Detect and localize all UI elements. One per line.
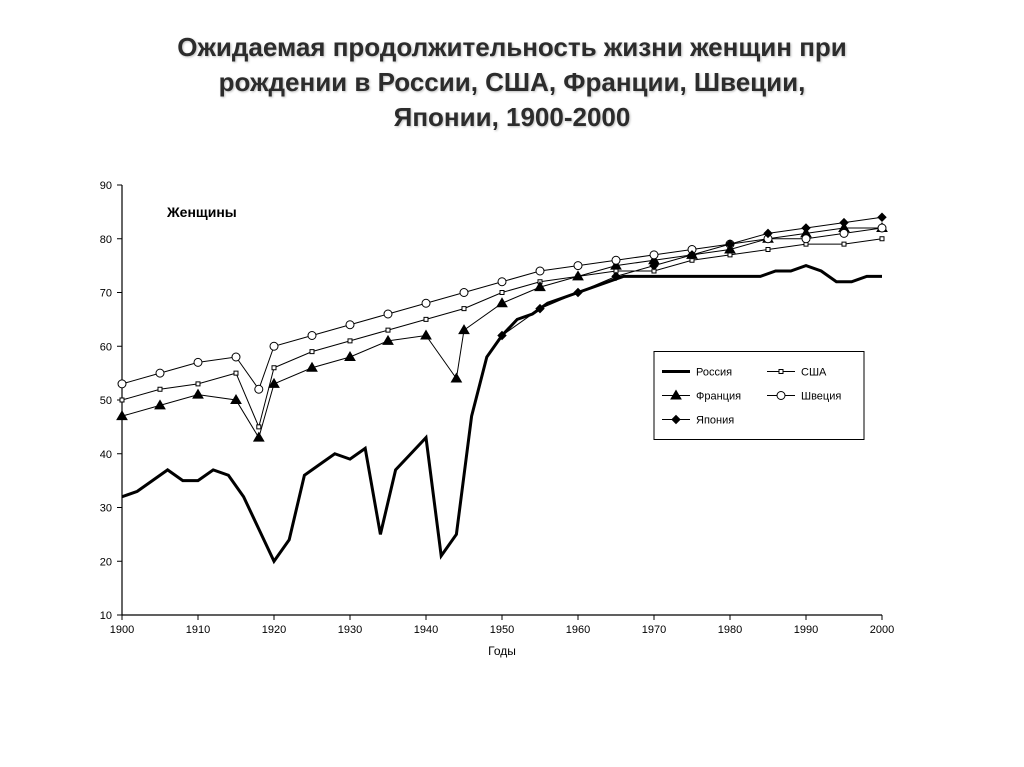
svg-text:60: 60: [100, 342, 112, 354]
svg-text:80: 80: [100, 234, 112, 246]
svg-text:1980: 1980: [718, 624, 742, 636]
svg-text:Франция: Франция: [696, 391, 741, 403]
svg-text:1900: 1900: [110, 624, 134, 636]
svg-text:50: 50: [100, 395, 112, 407]
svg-text:40: 40: [100, 449, 112, 461]
svg-text:30: 30: [100, 503, 112, 515]
title-line-3: Японии, 1900-2000: [394, 102, 631, 132]
svg-text:1960: 1960: [566, 624, 590, 636]
svg-text:США: США: [801, 367, 827, 379]
svg-text:Годы: Годы: [488, 644, 516, 658]
svg-text:20: 20: [100, 557, 112, 569]
svg-text:90: 90: [100, 180, 112, 192]
life-expectancy-chart: 10 20 30 40 50 60 70 80 90 1900 1910 1920 1930 1940 19…: [62, 175, 962, 715]
svg-text:1910: 1910: [186, 624, 210, 636]
svg-text:70: 70: [100, 288, 112, 300]
svg-text:1990: 1990: [794, 624, 818, 636]
chart-container: 10 20 30 40 50 60 70 80 90 1900 1910 1920 1930 1940 19…: [62, 175, 962, 715]
svg-text:Швеция: Швеция: [801, 391, 841, 403]
svg-text:1970: 1970: [642, 624, 666, 636]
svg-text:1940: 1940: [414, 624, 438, 636]
title-line-1: Ожидаемая продолжительность жизни женщин…: [177, 32, 847, 62]
svg-text:Япония: Япония: [696, 415, 734, 427]
svg-text:Женщины: Женщины: [166, 204, 237, 220]
svg-text:1930: 1930: [338, 624, 362, 636]
svg-text:2000: 2000: [870, 624, 894, 636]
chart-title: Ожидаемая продолжительность жизни женщин…: [40, 30, 984, 135]
svg-text:1920: 1920: [262, 624, 286, 636]
title-line-2: рождении в России, США, Франции, Швеции,: [219, 67, 806, 97]
svg-text:Россия: Россия: [696, 367, 732, 379]
svg-text:10: 10: [100, 610, 112, 622]
svg-text:1950: 1950: [490, 624, 514, 636]
